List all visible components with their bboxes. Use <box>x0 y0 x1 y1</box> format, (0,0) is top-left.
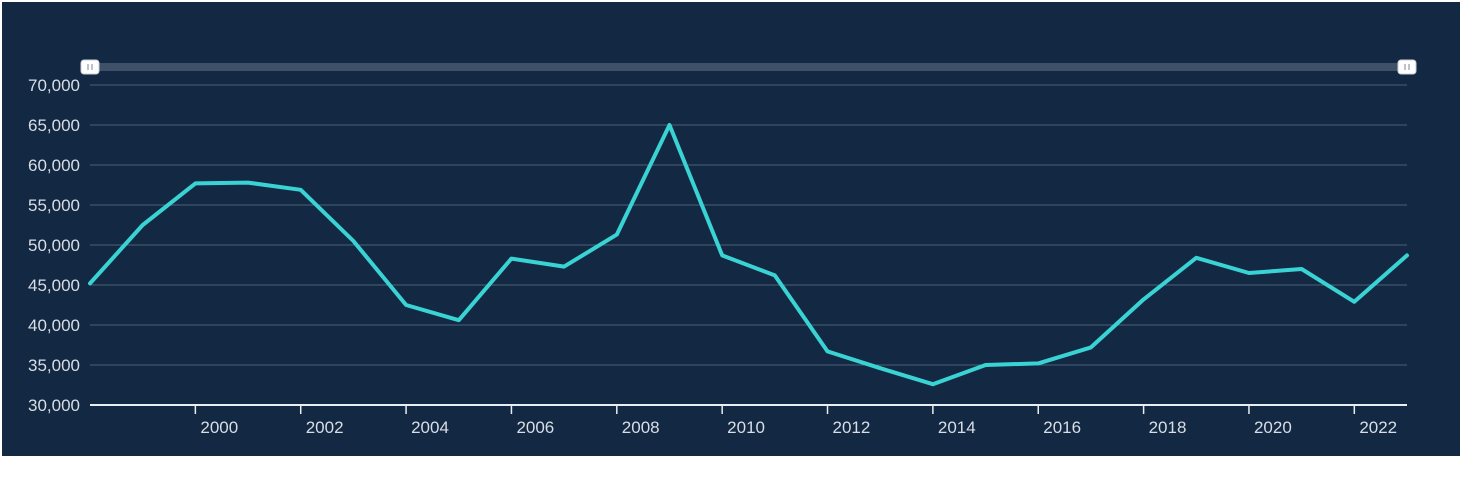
grid-lines <box>90 84 1407 366</box>
x-tick-label: 2016 <box>1043 418 1081 437</box>
x-tick-label: 2014 <box>938 418 976 437</box>
chart-panel: 30,000 35,000 40,000 45,000 50,000 55,000 60,0… <box>2 2 1460 456</box>
y-tick-label: 30,000 <box>28 396 80 415</box>
x-tick-label: 2010 <box>727 418 765 437</box>
y-axis-tick-labels: 30,000 35,000 40,000 45,000 50,000 55,000 60,0… <box>28 76 80 415</box>
y-tick-label: 40,000 <box>28 316 80 335</box>
x-tick-label: 2018 <box>1149 418 1187 437</box>
x-axis: 2000 2002 2004 2006 2008 2010 2012 2014 2016 2018… <box>90 404 1407 437</box>
y-tick-label: 50,000 <box>28 236 80 255</box>
range-handle-left-knob[interactable] <box>80 59 100 75</box>
line-chart: 30,000 35,000 40,000 45,000 50,000 55,000 60,0… <box>28 59 1417 437</box>
x-tick-label: 2004 <box>411 418 449 437</box>
range-handle-left[interactable] <box>80 59 100 75</box>
y-tick-label: 45,000 <box>28 276 80 295</box>
y-tick-label: 35,000 <box>28 356 80 375</box>
x-tick-label: 2022 <box>1359 418 1397 437</box>
x-tick-label: 2008 <box>622 418 660 437</box>
range-handle-right[interactable] <box>1397 59 1417 75</box>
y-tick-label: 70,000 <box>28 76 80 95</box>
x-tick-label: 2006 <box>516 418 554 437</box>
x-tick-label: 2012 <box>833 418 871 437</box>
x-tick-label: 2002 <box>306 418 344 437</box>
range-selector[interactable] <box>80 59 1417 75</box>
range-track[interactable] <box>90 63 1407 71</box>
series-line <box>88 123 1409 387</box>
y-tick-label: 60,000 <box>28 156 80 175</box>
x-tick-label: 2000 <box>200 418 238 437</box>
y-tick-label: 55,000 <box>28 196 80 215</box>
x-tick-label: 2020 <box>1254 418 1292 437</box>
range-handle-right-knob[interactable] <box>1397 59 1417 75</box>
y-tick-label: 65,000 <box>28 116 80 135</box>
series-layer <box>88 123 1409 387</box>
